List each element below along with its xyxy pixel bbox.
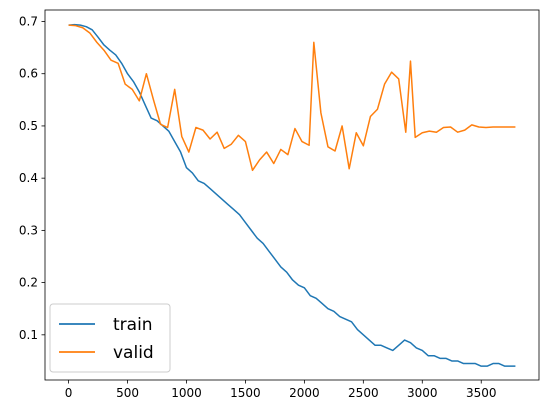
legend-label-train: train bbox=[113, 315, 153, 335]
y-tick-label: 0.2 bbox=[19, 276, 38, 290]
y-tick-label: 0.7 bbox=[19, 14, 38, 28]
y-tick-label: 0.3 bbox=[19, 223, 38, 237]
y-tick-label: 0.4 bbox=[19, 171, 38, 185]
x-tick-label: 1000 bbox=[171, 386, 202, 400]
y-tick-label: 0.5 bbox=[19, 119, 38, 133]
legend-label-valid: valid bbox=[113, 343, 154, 363]
y-tick-label: 0.1 bbox=[19, 328, 38, 342]
series-line-train bbox=[68, 23, 516, 367]
x-tick-label: 0 bbox=[65, 386, 73, 400]
x-tick-label: 3500 bbox=[466, 386, 497, 400]
x-axis: 0 500 1000 1500 2000 2500 3000 3500 bbox=[65, 380, 497, 400]
x-tick-label: 2000 bbox=[289, 386, 320, 400]
x-tick-label: 500 bbox=[116, 386, 139, 400]
plot-lines bbox=[68, 23, 516, 367]
y-axis: 0.1 0.2 0.3 0.4 0.5 0.6 0.7 bbox=[19, 14, 45, 342]
series-line-valid bbox=[68, 24, 516, 172]
axes-frame bbox=[44, 9, 540, 381]
legend-box bbox=[49, 303, 171, 373]
x-tick-label: 2500 bbox=[348, 386, 379, 400]
y-tick-label: 0.6 bbox=[19, 67, 38, 81]
x-tick-label: 3000 bbox=[407, 386, 438, 400]
legend: train valid bbox=[49, 303, 171, 373]
x-tick-label: 1500 bbox=[230, 386, 261, 400]
